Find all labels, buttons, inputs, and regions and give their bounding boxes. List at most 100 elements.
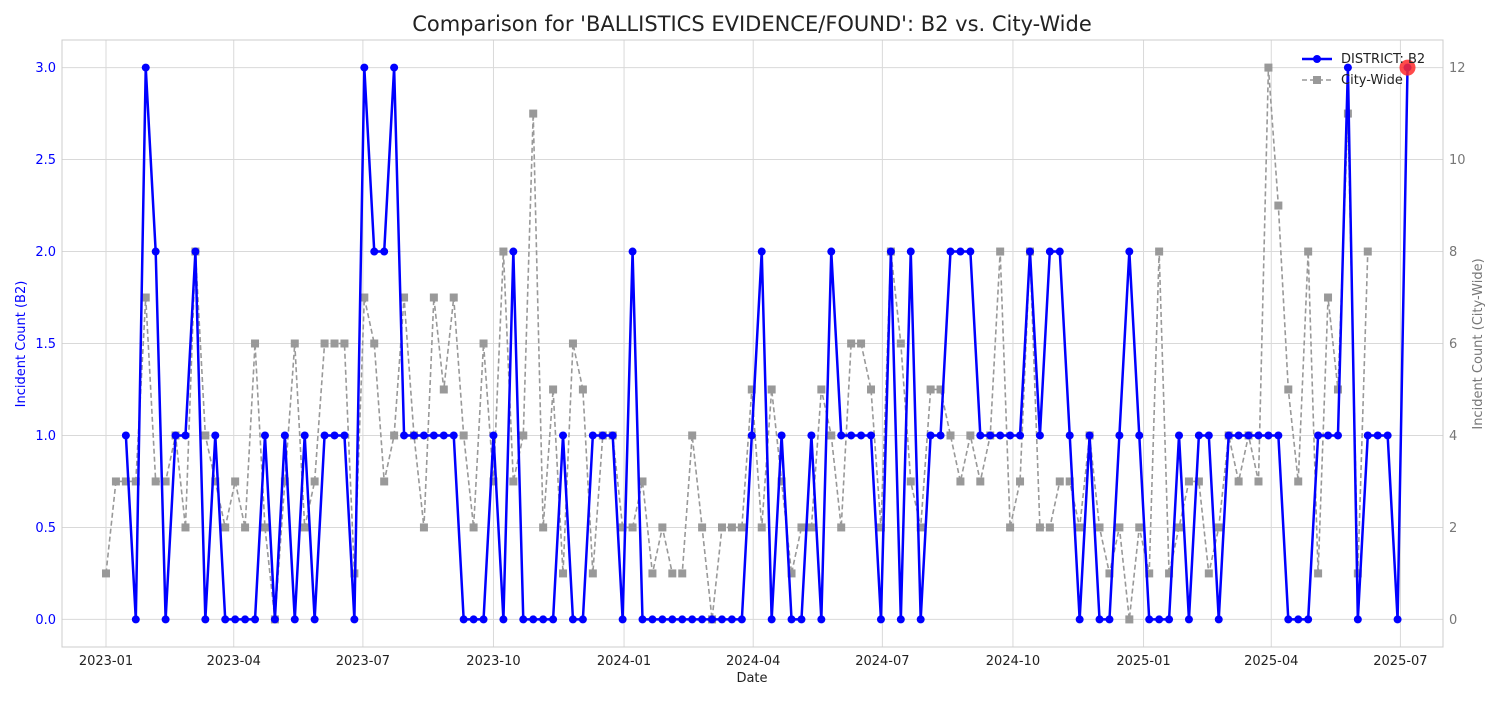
point-b2 [1006,431,1015,440]
point-citywide [241,523,250,532]
point-citywide [479,339,488,348]
point-b2 [797,615,806,624]
point-b2 [1135,431,1144,440]
point-b2 [409,431,418,440]
point-b2 [1393,615,1402,624]
y-right-tick-label: 4 [1449,429,1457,444]
point-b2 [896,615,905,624]
point-citywide [1314,569,1323,578]
point-citywide [847,339,856,348]
point-b2 [360,63,369,72]
point-citywide [1175,523,1184,532]
point-b2 [1373,431,1382,440]
point-citywide [1105,569,1114,578]
point-citywide [400,293,409,302]
y-right-tick-label: 6 [1449,337,1457,352]
highlight-marker [1399,59,1416,76]
point-b2 [628,247,637,256]
point-b2 [469,615,478,624]
point-b2 [688,615,697,624]
point-b2 [1075,615,1084,624]
point-citywide [1045,523,1054,532]
point-b2 [1194,431,1203,440]
point-b2 [608,431,617,440]
point-b2 [1035,431,1044,440]
point-citywide [489,477,498,486]
x-tick-label: 2025-04 [1244,654,1298,669]
point-b2 [936,431,945,440]
point-citywide [539,523,548,532]
legend-label-b2: DISTRICT: B2 [1341,52,1425,67]
point-citywide [231,477,240,486]
point-b2 [151,247,160,256]
point-citywide [747,385,756,394]
x-tick-label: 2023-07 [336,654,390,669]
point-citywide [300,523,309,532]
point-citywide [698,523,707,532]
point-b2 [1055,247,1064,256]
point-b2 [141,63,150,72]
point-b2 [926,431,935,440]
point-b2 [886,247,895,256]
point-citywide [1254,477,1263,486]
point-b2 [1254,431,1263,440]
point-citywide [390,431,399,440]
series [101,59,1416,624]
point-citywide [310,477,319,486]
point-b2 [1105,615,1114,624]
point-citywide [876,523,885,532]
point-citywide [1264,63,1273,72]
x-axis-label: Date [736,671,767,686]
y-left-tick-label: 2.0 [35,245,56,260]
point-citywide [727,523,736,532]
legend-label-citywide: City-Wide [1341,73,1403,88]
point-b2 [638,615,647,624]
point-b2 [1145,615,1154,624]
point-b2 [737,615,746,624]
point-b2 [708,615,717,624]
y-left-tick-label: 2.5 [35,153,56,168]
point-b2 [221,615,230,624]
point-b2 [598,431,607,440]
point-b2 [1065,431,1074,440]
x-tick-label: 2025-01 [1116,654,1170,669]
point-citywide [151,477,160,486]
point-b2 [539,615,548,624]
point-citywide [1075,523,1084,532]
point-citywide [181,523,190,532]
point-citywide [1095,523,1104,532]
x-tick-label: 2023-01 [79,654,133,669]
point-b2 [251,615,260,624]
point-b2 [1274,431,1283,440]
point-b2 [201,615,210,624]
point-b2 [618,615,627,624]
point-b2 [380,247,389,256]
chart-title: Comparison for 'BALLISTICS EVIDENCE/FOUN… [412,12,1092,36]
point-b2 [1204,431,1213,440]
point-citywide [966,431,975,440]
point-citywide [578,385,587,394]
point-citywide [787,569,796,578]
point-b2 [867,431,876,440]
point-b2 [1284,615,1293,624]
point-b2 [787,615,796,624]
x-tick-label: 2024-10 [986,654,1040,669]
point-citywide [499,247,508,256]
point-b2 [588,431,597,440]
point-citywide [628,523,637,532]
point-citywide [1155,247,1164,256]
point-citywide [1035,523,1044,532]
y-left-tick-label: 0.5 [35,521,56,536]
point-b2 [757,247,766,256]
point-b2 [231,615,240,624]
point-citywide [1274,201,1283,210]
point-b2 [290,615,299,624]
point-b2 [1214,615,1223,624]
point-citywide [519,431,528,440]
point-b2 [847,431,856,440]
point-b2 [1016,431,1025,440]
point-citywide [161,477,170,486]
point-b2 [1115,431,1124,440]
